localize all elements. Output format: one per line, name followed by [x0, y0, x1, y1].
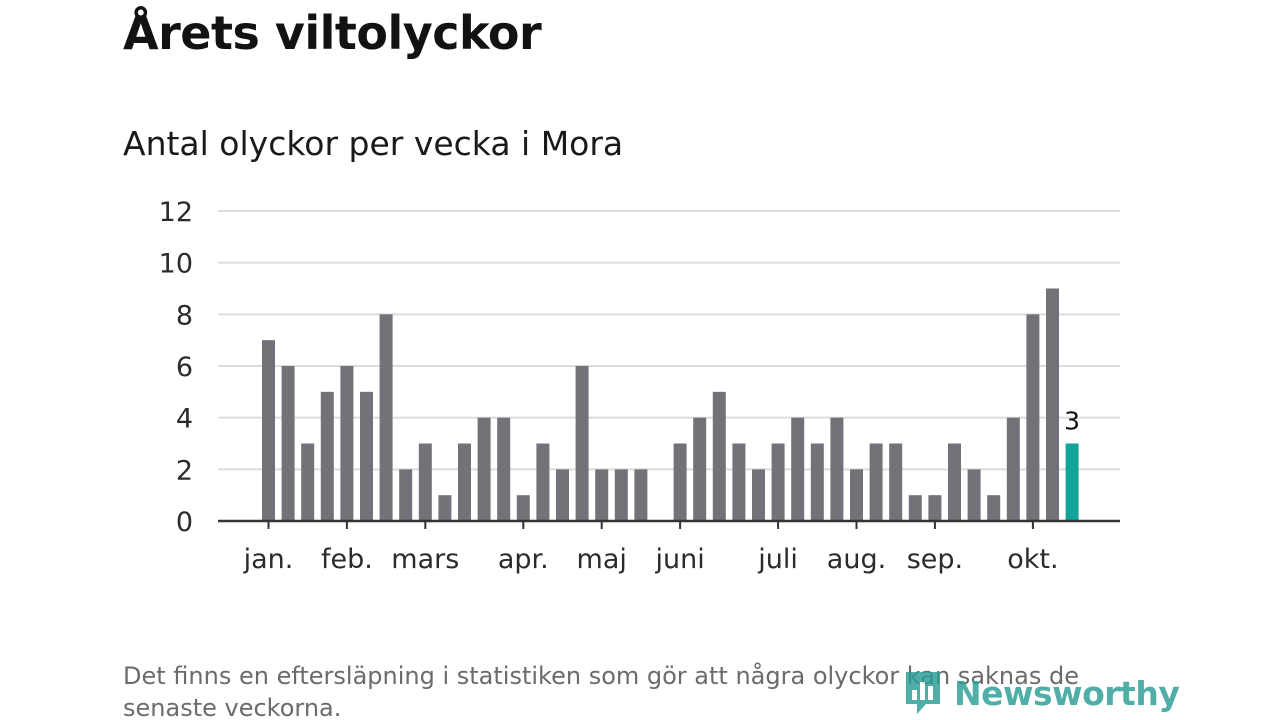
- y-tick-label: 10: [159, 249, 193, 280]
- bar: [281, 366, 295, 521]
- bar: [477, 417, 491, 521]
- bar: [497, 417, 511, 521]
- x-tick-label: juli: [757, 544, 798, 575]
- bar: [1026, 314, 1040, 521]
- x-tick-label: mars: [391, 544, 459, 575]
- bar: [948, 443, 961, 521]
- bar: [458, 443, 471, 521]
- bar: [771, 443, 785, 521]
- bar: [987, 495, 1001, 521]
- bar: [556, 469, 569, 521]
- bar: [889, 443, 903, 521]
- x-tick-label: sep.: [907, 544, 963, 575]
- x-tick-label: okt.: [1007, 544, 1058, 575]
- bar: [399, 469, 413, 521]
- x-tick-label: jan.: [243, 544, 294, 575]
- bar: [536, 443, 550, 521]
- x-tick-label: feb.: [321, 544, 373, 575]
- bar: [830, 417, 844, 521]
- bar: [340, 366, 354, 521]
- bar: [673, 443, 687, 521]
- bar: [791, 417, 805, 521]
- bar: [850, 469, 863, 521]
- bar: [634, 469, 648, 521]
- logo-text: Newsworthy: [954, 673, 1180, 713]
- bar: [595, 469, 609, 521]
- y-tick-label: 2: [176, 455, 193, 486]
- bar: [301, 443, 315, 521]
- chart-subtitle: Antal olyckor per vecka i Mora: [123, 124, 624, 163]
- bar: [614, 469, 628, 521]
- bar: [516, 495, 530, 521]
- bar: [908, 495, 922, 521]
- bar: [693, 417, 707, 521]
- bar: [262, 340, 275, 521]
- bar-highlight: [1065, 443, 1079, 521]
- bar: [869, 443, 883, 521]
- y-tick-label: 8: [176, 300, 193, 331]
- bar: [752, 469, 765, 521]
- bar: [732, 443, 746, 521]
- page-title: Årets viltolyckor: [123, 6, 542, 60]
- bar: [320, 391, 334, 521]
- x-tick-label: juni: [654, 544, 704, 575]
- bar: [1046, 288, 1059, 521]
- data-label-highlight: 3: [1064, 407, 1080, 436]
- x-tick-label: apr.: [498, 544, 549, 575]
- bar: [712, 391, 726, 521]
- x-tick-label: aug.: [827, 544, 886, 575]
- bar: [438, 495, 452, 521]
- bar: [967, 469, 981, 521]
- newsworthy-logo: Newsworthy: [902, 668, 1180, 718]
- bar-chart-icon: [906, 672, 940, 714]
- bar: [928, 495, 942, 521]
- bar: [1006, 417, 1020, 521]
- y-tick-label: 0: [176, 507, 193, 538]
- y-tick-label: 12: [159, 197, 193, 228]
- bar: [360, 391, 373, 521]
- bar: [810, 443, 824, 521]
- bar: [379, 314, 393, 521]
- y-tick-label: 6: [176, 352, 193, 383]
- x-tick-label: maj: [577, 544, 627, 575]
- bar: [418, 443, 432, 521]
- bar: [575, 366, 589, 521]
- y-tick-label: 4: [176, 404, 193, 435]
